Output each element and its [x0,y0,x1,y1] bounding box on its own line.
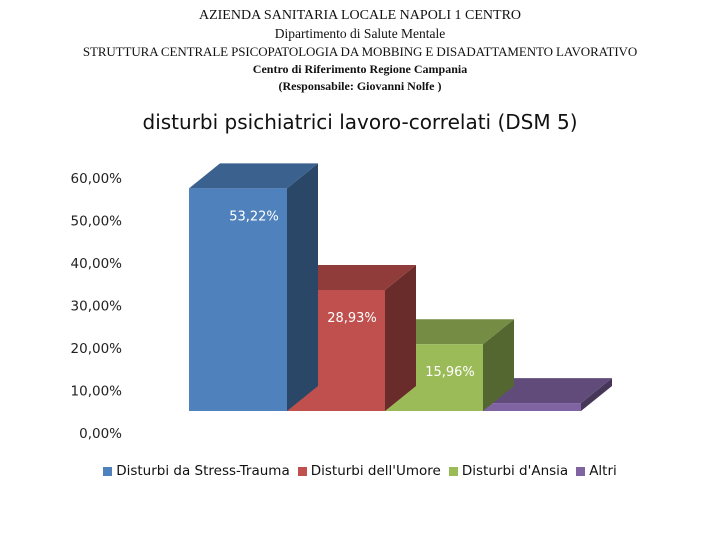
bar-top-face [287,264,416,290]
y-tick-label: 60,00% [71,171,123,187]
header-department: Dipartimento di Salute Mentale [274,26,446,41]
header-organization: AZIENDA SANITARIA LOCALE NAPOLI 1 CENTRO [198,8,522,23]
legend-item: Disturbi d'Ansia [448,463,569,479]
y-tick-label: 50,00% [71,214,123,230]
data-labels-group: 53,22% 28,93% 15,96% [229,209,475,380]
bar-side-face [483,319,514,411]
legend: Disturbi da Stress-Trauma Disturbi dell'U… [0,463,720,479]
bar-front-face [483,403,581,411]
y-tick-label: 40,00% [71,256,123,272]
bar-side-face [385,264,416,411]
header-responsible: (Responsabile: Giovanni Nolfe ) [278,79,442,93]
bar [483,378,612,411]
y-tick-label: 30,00% [71,299,123,315]
legend-label: Disturbi da Stress-Trauma [116,463,290,479]
data-label: 15,96% [425,365,475,380]
bar-top-face [483,378,612,404]
data-label: 28,93% [327,311,377,326]
data-label: 53,22% [229,209,279,224]
bar-top-face [189,163,318,189]
y-tick-label: 0,00% [79,426,122,442]
bars-group [189,163,612,411]
y-tick-label: 20,00% [71,341,123,357]
bar-top-face [385,319,514,345]
legend-swatch [297,466,307,476]
bar [189,163,318,411]
header-reference-center: Centro di Riferimento Regione Campania [252,62,468,76]
legend-label: Altri [589,463,617,479]
legend-swatch [103,466,113,476]
bar-side-face [581,378,612,411]
legend-swatch [576,466,586,476]
bar-front-face [189,188,287,411]
bar-side-face [287,163,318,411]
legend-item: Altri [576,463,617,479]
chart-title: disturbi psichiatrici lavoro-correlati (… [142,110,578,134]
y-axis: 0,00% 10,00% 20,00% 30,00% 40,00% 50,00% 60,00… [71,171,123,442]
legend-item: Disturbi da Stress-Trauma [103,463,290,479]
legend-label: Disturbi d'Ansia [461,463,569,479]
header-structure: STRUTTURA CENTRALE PSICOPATOLOGIA DA MOB… [82,44,638,59]
legend-item: Disturbi dell'Umore [297,463,441,479]
y-tick-label: 10,00% [71,384,123,400]
legend-swatch [448,466,458,476]
legend-label: Disturbi dell'Umore [310,463,441,479]
